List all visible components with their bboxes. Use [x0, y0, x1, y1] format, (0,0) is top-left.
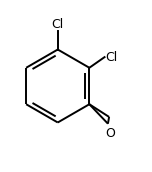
- Text: Cl: Cl: [105, 51, 117, 64]
- Text: Cl: Cl: [52, 18, 64, 30]
- Text: O: O: [105, 127, 115, 141]
